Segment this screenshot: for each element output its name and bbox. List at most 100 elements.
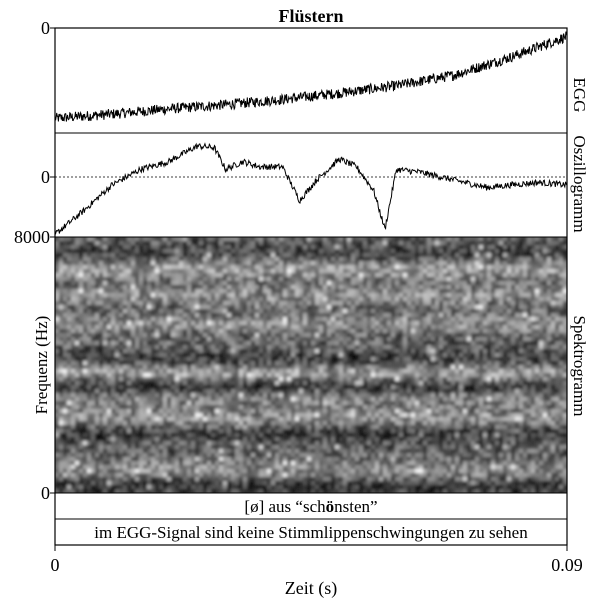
spectrogram-cell [211,309,216,314]
spectrogram-cell [231,329,236,334]
spectrogram-cell [87,281,92,286]
spectrogram-cell [447,305,452,310]
spectrogram-cell [411,297,416,302]
spectrogram-cell [307,353,312,358]
spectrogram-cell [503,377,508,382]
spectrogram-cell [243,353,248,358]
spectrogram-cell [383,321,388,326]
spectrogram-cell [135,389,140,394]
spectrogram-cell [519,261,524,266]
spectrogram-cell [351,361,356,366]
spectrogram-cell [75,337,80,342]
spectrogram-cell [299,293,304,298]
spectrogram-cell [75,373,80,378]
spectrogram-cell [339,381,344,386]
spectrogram-cell [383,381,388,386]
spectrogram-cell [451,273,456,278]
spectrogram-cell [447,381,452,386]
spectrogram-cell [167,361,172,366]
spectrogram-cell [323,269,328,274]
spectrogram-cell [327,325,332,330]
spectrogram-cell [127,261,132,266]
spectrogram-cell [183,329,188,334]
spectrogram-cell [311,289,316,294]
spectrogram-cell [275,293,280,298]
spectrogram-cell [263,289,268,294]
spectrogram-cell [451,333,456,338]
spectrogram-cell [443,269,448,274]
spectrogram-cell [287,357,292,362]
spectrogram-cell [511,265,516,270]
spectrogram-cell [63,377,68,382]
spectrogram-cell [551,281,556,286]
spectrogram-cell [123,321,128,326]
spectrogram-cell [347,249,352,254]
spectrogram-cell [303,345,308,350]
spectrogram-cell [223,373,228,378]
spectrogram-cell [67,281,72,286]
spectrogram-cell [319,273,324,278]
spectrogram-cell [503,337,508,342]
spectrogram-cell [123,373,128,378]
spectrogram-cell [215,241,220,246]
spectrogram-cell [475,301,480,306]
spectrogram-cell [291,265,296,270]
spectrogram-cell [551,361,556,366]
spectrogram-cell [107,389,112,394]
spectrogram-cell [363,241,368,246]
spectrogram-cell [411,241,416,246]
spectrogram-cell [431,289,436,294]
spectrogram-cell [527,309,532,314]
spectrogram-cell [171,361,176,366]
spectrogram-cell [519,333,524,338]
spectrogram-cell [135,317,140,322]
spectrogram-cell [547,289,552,294]
spectrogram-cell [71,261,76,266]
spectrogram-cell [531,309,536,314]
spectrogram-cell [271,313,276,318]
spectrogram-cell [495,245,500,250]
spectrogram-cell [119,293,124,298]
spectrogram-cell [311,245,316,250]
spectrogram-cell [195,337,200,342]
spectrogram-cell [315,317,320,322]
spectrogram-cell [467,349,472,354]
spectrogram-cell [371,361,376,366]
spectrogram-cell [451,297,456,302]
spectrogram-cell [359,341,364,346]
spectrogram-cell [399,325,404,330]
spectrogram-cell [283,325,288,330]
spectrogram-cell [123,329,128,334]
spectrogram-cell [419,269,424,274]
spectrogram-cell [263,353,268,358]
spectrogram-cell [475,253,480,258]
spectrogram-cell [155,261,160,266]
spectrogram-cell [283,297,288,302]
spectrogram-cell [319,305,324,310]
spectrogram-cell [103,321,108,326]
spectrogram-cell [495,321,500,326]
spectrogram-cell [315,309,320,314]
spectrogram-cell [255,249,260,254]
spectrogram-cell [167,333,172,338]
spectrogram-cell [531,353,536,358]
spectrogram-cell [407,265,412,270]
spectrogram-cell [323,341,328,346]
spectrogram-cell [511,353,516,358]
spectrogram-cell [131,261,136,266]
spectrogram-cell [295,245,300,250]
spectrogram-cell [415,369,420,374]
spectrogram-cell [59,317,64,322]
spectrogram-cell [399,313,404,318]
spectrogram-cell [251,265,256,270]
spectrogram-cell [171,285,176,290]
spectrogram-cell [183,249,188,254]
spectrogram-cell [191,365,196,370]
spectrogram-cell [135,373,140,378]
spectrogram-cell [67,357,72,362]
spectrogram-cell [491,361,496,366]
spectrogram-cell [279,269,284,274]
spectrogram-cell [439,361,444,366]
spectrogram-cell [483,349,488,354]
spectrogram-cell [251,289,256,294]
